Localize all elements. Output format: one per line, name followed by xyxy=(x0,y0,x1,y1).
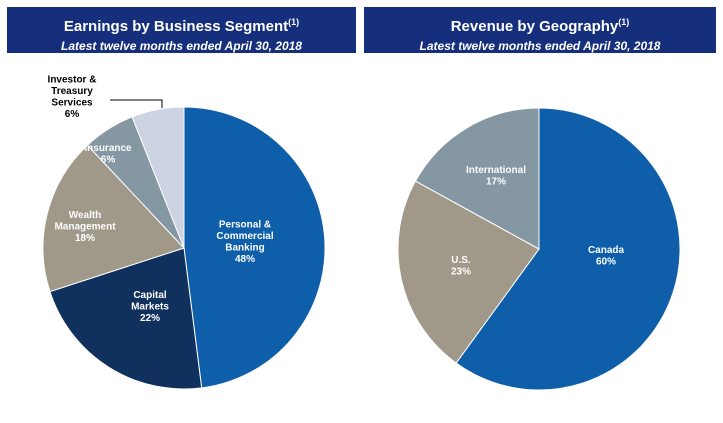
earnings-slice-personal-commercial-banking xyxy=(183,106,326,389)
earnings-chart-header: Earnings by Business Segment(1) Latest t… xyxy=(7,7,356,53)
revenue-slice-international xyxy=(414,107,540,250)
earnings-chart-subtitle: Latest twelve months ended April 30, 201… xyxy=(61,39,302,53)
revenue-chart-header: Revenue by Geography(1) Latest twelve mo… xyxy=(364,7,716,53)
earnings-label-wealth-management: Wealth Management 18% xyxy=(54,210,116,244)
earnings-title-footnote: (1) xyxy=(288,17,300,27)
revenue-chart-title: Revenue by Geography(1) xyxy=(450,17,630,35)
revenue-label-canada: Canada 60% xyxy=(588,245,625,268)
earnings-slice-wealth-management xyxy=(42,144,185,293)
revenue-title-footnote: (1) xyxy=(618,17,630,27)
earnings-slice-capital-markets xyxy=(49,247,203,390)
revenue-label-international: International 17% xyxy=(466,165,526,188)
revenue-chart-subtitle: Latest twelve months ended April 30, 201… xyxy=(419,39,661,53)
revenue-slice-u-s xyxy=(397,180,540,364)
earnings-callout-line xyxy=(110,99,163,108)
earnings-label-investor-treasury-services: Investor & Treasury Services 6% xyxy=(48,74,97,120)
earnings-label-capital-markets: Capital Markets 22% xyxy=(131,290,169,324)
earnings-label-insurance: Insurance 6% xyxy=(84,143,132,166)
revenue-label-u-s: U.S. 23% xyxy=(451,255,471,278)
revenue-slice-canada xyxy=(455,107,681,391)
earnings-label-personal-commercial-banking: Personal & Commercial Banking 48% xyxy=(216,219,273,265)
earnings-chart-title: Earnings by Business Segment(1) xyxy=(63,17,300,35)
earnings-slice-investor-treasury-services xyxy=(131,106,185,249)
